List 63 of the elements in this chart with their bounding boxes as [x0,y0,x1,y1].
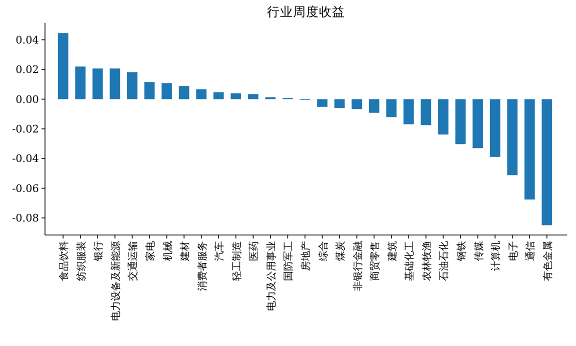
y-tick-label: -0.08 [12,212,39,225]
x-tick-label: 食品饮料 [58,241,70,281]
x-tick-label: 消费者服务 [196,241,208,291]
bar [420,99,432,126]
x-tick-label: 汽车 [214,241,226,261]
x-tick-label: 计算机 [490,241,502,271]
x-tick-label: 有色金属 [542,241,554,281]
bar [162,83,172,100]
x-tick-label: 商贸零售 [369,241,382,281]
bar [334,99,345,108]
bar [58,33,68,100]
bar [127,72,138,100]
bar [455,99,466,144]
bar [490,99,500,157]
bar [507,99,518,176]
x-tick-label: 电子 [507,241,520,261]
bar [178,86,190,100]
x-tick-label: 医药 [248,241,260,261]
x-tick-label: 综合 [317,241,330,261]
x-tick-label: 通信 [524,241,537,261]
bar [213,92,224,100]
x-tick-label: 交通运输 [127,241,140,281]
x-tick-label: 传媒 [474,241,485,261]
x-tick-label: 电力及公用事业 [265,241,278,311]
y-tick-label: 0.04 [16,34,40,46]
x-tick-label: 房地产 [300,241,312,271]
x-tick-label: 国防军工 [282,241,295,281]
x-tick-label: 基础化工 [404,241,416,281]
y-tick-label: 0.02 [16,64,39,76]
x-tick-label: 电力设备及新能源 [110,241,122,321]
y-tick-label: -0.06 [12,182,40,195]
bar [472,99,483,148]
bar [92,68,103,100]
x-tick-label: 纺织服装 [75,241,88,281]
bar [403,99,414,124]
chart-title: 行业周度收益 [267,4,345,19]
bar [230,93,242,100]
x-tick-label: 轻工制造 [230,241,243,281]
x-tick-label: 建筑 [386,241,398,262]
bar [542,99,552,226]
x-tick-label: 农林牧渔 [420,241,433,281]
bar [524,99,535,200]
bar [196,89,207,100]
x-tick-label: 机械 [162,241,174,261]
x-tick-label: 石油石化 [438,241,450,281]
x-tick-label: 建材 [179,241,192,262]
bar [386,99,397,118]
y-tick-label: -0.02 [12,124,39,136]
x-tick-label: 煤炭 [334,241,347,261]
y-tick-label: -0.04 [12,153,40,166]
bar [352,99,362,110]
x-tick-label: 家电 [144,241,156,261]
y-tick-label: 0.00 [16,94,39,106]
bar [110,68,120,100]
x-tick-label: 钢铁 [456,241,468,262]
x-tick-label: 非银行金融 [352,241,364,291]
bar [317,99,328,107]
bar [248,94,258,100]
bar [144,82,155,100]
bar [368,99,380,113]
bar [75,66,86,100]
x-tick-label: 银行 [94,241,105,262]
bar [438,99,448,134]
